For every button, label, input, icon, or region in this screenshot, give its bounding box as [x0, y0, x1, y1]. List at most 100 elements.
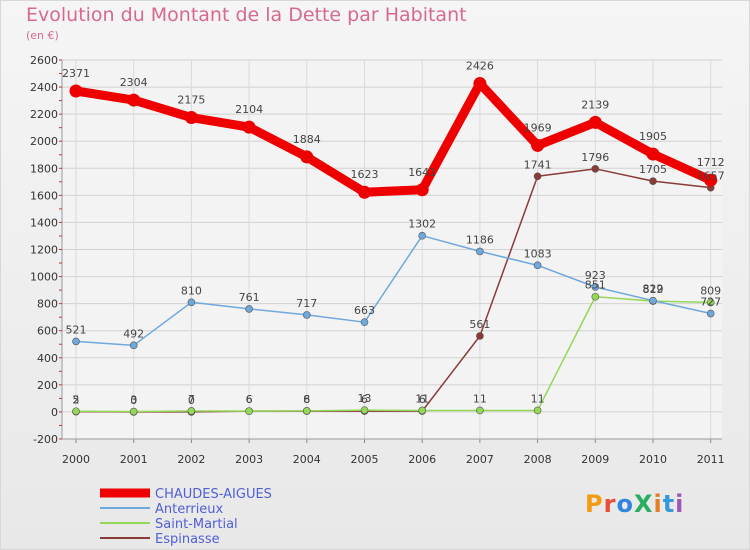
x-tick-label: 2010 — [639, 453, 667, 466]
data-point — [245, 305, 253, 313]
data-label: 6 — [303, 393, 310, 406]
x-tick-label: 2004 — [293, 453, 321, 466]
data-label: 819 — [643, 283, 664, 296]
data-point — [187, 298, 196, 307]
data-label: 1884 — [293, 133, 321, 146]
x-tick-label: 2006 — [408, 453, 436, 466]
data-point — [129, 407, 138, 416]
series-line-anterrieux — [75, 234, 712, 347]
data-label: 0 — [188, 394, 195, 407]
data-label: 1623 — [351, 168, 379, 181]
data-point — [591, 283, 600, 291]
x-tick-label: 2000 — [62, 453, 90, 466]
data-label: 1796 — [581, 151, 609, 164]
legend-label: CHAUDES-AIGUES — [155, 487, 272, 502]
data-label: 6 — [246, 393, 253, 406]
data-label: 521 — [66, 323, 87, 336]
data-label: 727 — [700, 296, 721, 309]
y-tick-label: -200 — [33, 433, 58, 446]
data-label: 1741 — [524, 158, 552, 171]
data-point — [360, 406, 369, 414]
data-point — [588, 115, 602, 129]
logo-letter: t — [662, 490, 676, 518]
data-label: 2304 — [120, 76, 148, 89]
y-tick-label: 1000 — [30, 271, 58, 284]
data-label: 1083 — [524, 247, 552, 260]
series-line-saint-martial — [75, 295, 712, 413]
data-label: 923 — [585, 269, 606, 282]
data-label: 2 — [73, 394, 80, 407]
data-point — [360, 318, 369, 326]
x-tick-label: 2003 — [235, 453, 263, 466]
data-label: 11 — [415, 392, 429, 405]
data-label: 1186 — [466, 233, 494, 246]
data-point — [69, 84, 83, 98]
data-label: 1641 — [408, 166, 436, 179]
data-label: 5 — [73, 393, 80, 406]
data-label: 2139 — [581, 98, 609, 111]
data-point — [531, 138, 545, 152]
data-point — [533, 406, 542, 415]
data-point — [591, 165, 600, 173]
data-point — [649, 177, 657, 185]
data-point — [706, 298, 715, 307]
data-label: 1705 — [639, 163, 667, 176]
y-tick-label: 1600 — [30, 189, 58, 202]
y-tick-label: 2600 — [30, 54, 58, 67]
x-tick-label: 2008 — [524, 453, 552, 466]
data-label: 1657 — [697, 170, 725, 183]
data-label: 561 — [469, 318, 490, 331]
data-label: 717 — [296, 297, 317, 310]
axes: -200020040060080010001200140016001800200… — [30, 54, 725, 466]
series-line-chaudes-aigues — [71, 79, 716, 197]
logo-letter: P — [585, 490, 604, 518]
data-point — [245, 407, 253, 415]
y-tick-label: 0 — [51, 406, 58, 419]
data-point — [649, 296, 657, 305]
grid — [62, 59, 722, 440]
y-tick-label: 1400 — [30, 216, 58, 229]
logo-letter: r — [603, 490, 617, 518]
data-label: 822 — [643, 283, 664, 296]
y-tick-label: 1800 — [30, 162, 58, 175]
data-point — [476, 406, 484, 415]
data-point — [187, 407, 196, 415]
data-label: 6 — [361, 393, 368, 406]
data-label: 6 — [419, 393, 426, 406]
y-tick-label: 600 — [37, 325, 58, 338]
x-tick-label: 2001 — [120, 453, 148, 466]
data-label: 3 — [130, 394, 137, 407]
data-label: 11 — [531, 392, 545, 405]
logo-letter: o — [616, 490, 634, 518]
data-point — [533, 172, 542, 181]
data-point — [706, 309, 715, 318]
data-label: 8 — [303, 393, 310, 406]
data-label: 2426 — [466, 60, 494, 73]
logo-letter: X — [633, 490, 654, 518]
x-tick-label: 2009 — [581, 453, 609, 466]
proxiti-logo: ProXiti — [585, 490, 684, 518]
chart-subtitle: (en €) — [26, 29, 59, 42]
data-point — [415, 183, 429, 197]
data-label: 1302 — [408, 218, 436, 231]
x-tick-label: 2005 — [351, 453, 379, 466]
data-point — [704, 173, 718, 187]
data-point — [127, 93, 141, 107]
data-point — [591, 292, 600, 301]
y-tick-label: 2400 — [30, 81, 58, 94]
chart-title: Evolution du Montant de la Dette par Hab… — [26, 4, 467, 26]
x-tick-label: 2007 — [466, 453, 494, 466]
data-point — [476, 247, 484, 256]
data-label: 810 — [181, 284, 202, 297]
data-point — [358, 185, 371, 199]
data-point — [476, 332, 484, 340]
y-tick-label: 2200 — [30, 108, 58, 121]
data-point — [418, 231, 427, 240]
y-tick-label: 200 — [37, 379, 58, 392]
data-label: 663 — [354, 304, 375, 317]
data-point — [302, 311, 311, 319]
data-label: 851 — [585, 279, 606, 292]
data-point — [418, 406, 427, 415]
